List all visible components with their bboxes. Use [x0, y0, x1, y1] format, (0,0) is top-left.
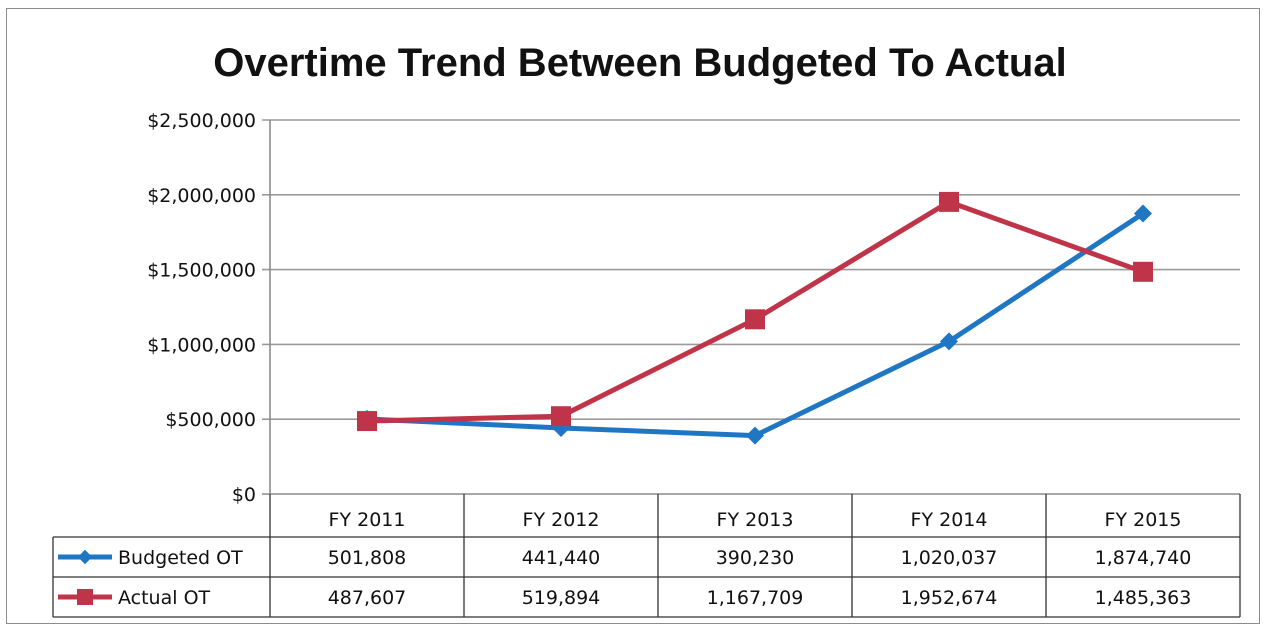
category-label: FY 2015 — [1105, 509, 1182, 531]
data-point — [1133, 261, 1153, 282]
data-table-value: 1,020,037 — [901, 547, 998, 569]
data-point — [1134, 204, 1152, 223]
legend-key-marker — [77, 589, 93, 605]
data-table-value: 1,952,674 — [901, 587, 998, 609]
data-point — [551, 406, 571, 427]
category-label: FY 2011 — [329, 509, 406, 531]
y-tick-label: $2,500,000 — [147, 110, 256, 132]
series-markers — [357, 191, 1153, 445]
data-table-value: 390,230 — [716, 547, 795, 569]
data-point — [939, 191, 959, 212]
y-tick-label: $500,000 — [165, 409, 256, 431]
data-table-value: 1,167,709 — [707, 587, 804, 609]
y-tick-label: $1,500,000 — [147, 260, 256, 282]
legend-key-marker — [77, 549, 93, 565]
data-point — [746, 426, 764, 445]
y-tick-label: $0 — [232, 484, 256, 506]
category-label: FY 2013 — [717, 509, 794, 531]
data-table-value: 501,808 — [328, 547, 407, 569]
data-point — [940, 332, 958, 351]
y-tick-label: $1,000,000 — [147, 334, 256, 356]
legend-series-name: Actual OT — [118, 587, 211, 609]
y-tick-label: $2,000,000 — [147, 185, 256, 207]
legend-series-name: Budgeted OT — [118, 547, 243, 569]
category-label: FY 2012 — [523, 509, 600, 531]
data-table-value: 1,485,363 — [1095, 587, 1192, 609]
data-table-value: 441,440 — [522, 547, 601, 569]
data-table: FY 2011 FY 2012 FY 2013 FY 2014 FY 2015 Budge… — [52, 494, 1241, 618]
data-point — [357, 411, 377, 432]
chart-title: Overtime Trend Between Budgeted To Actua… — [213, 41, 1066, 85]
data-table-value: 519,894 — [522, 587, 601, 609]
chart-frame — [6, 8, 1260, 624]
data-table-value: 487,607 — [328, 587, 407, 609]
y-axis-tick-labels: $0 $500,000 $1,000,000 $1,500,000 $2,000,000… — [147, 110, 256, 506]
data-point — [745, 309, 765, 330]
data-table-value: 1,874,740 — [1095, 547, 1192, 569]
category-label: FY 2014 — [911, 509, 988, 531]
